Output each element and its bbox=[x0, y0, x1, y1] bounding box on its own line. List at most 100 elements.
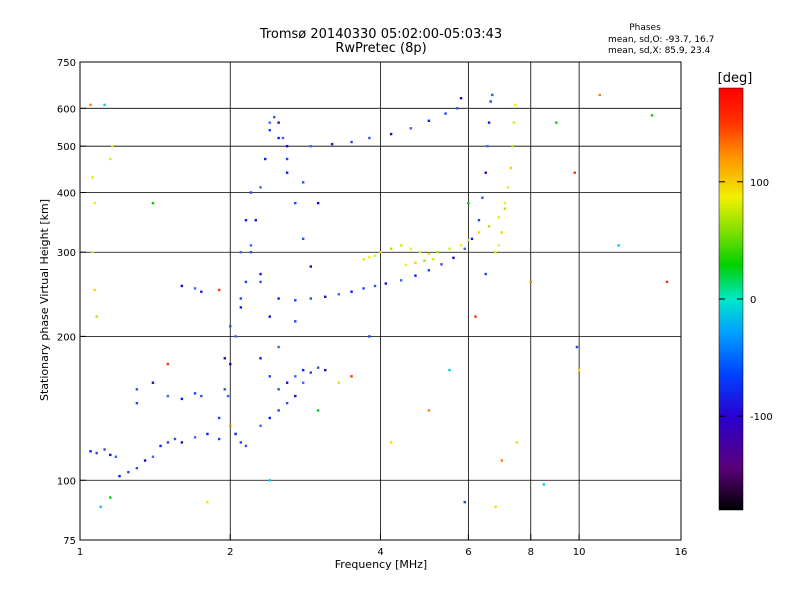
data-point-o bbox=[487, 121, 491, 124]
data-point-o bbox=[399, 279, 403, 282]
data-point-o bbox=[285, 171, 289, 174]
data-point-noise bbox=[206, 500, 209, 504]
y-tick-label: 75 bbox=[63, 536, 76, 547]
data-point-x bbox=[93, 288, 96, 292]
data-point-noise bbox=[103, 103, 106, 107]
data-point-noise bbox=[109, 496, 112, 499]
data-point-noise bbox=[474, 315, 477, 318]
data-point-o bbox=[463, 247, 466, 250]
data-point-o bbox=[159, 444, 162, 448]
data-point-x bbox=[109, 157, 112, 161]
data-point-x bbox=[436, 251, 439, 254]
data-point-x bbox=[487, 225, 491, 228]
data-point-x bbox=[110, 144, 114, 148]
data-point-o bbox=[384, 282, 388, 285]
data-point-o bbox=[118, 474, 121, 478]
data-point-o bbox=[277, 388, 280, 391]
data-point-o bbox=[484, 171, 487, 174]
data-point-o bbox=[337, 293, 341, 296]
data-point-o bbox=[206, 432, 209, 436]
data-point-o bbox=[268, 128, 271, 132]
data-point-o bbox=[217, 437, 221, 441]
data-point-o bbox=[226, 394, 230, 398]
data-point-o bbox=[249, 244, 253, 247]
data-point-x bbox=[409, 247, 412, 250]
data-point-noise bbox=[665, 280, 669, 284]
data-point-o bbox=[135, 388, 139, 391]
data-point-x bbox=[459, 244, 463, 247]
data-point-o bbox=[373, 284, 377, 288]
data-point-noise bbox=[229, 424, 232, 428]
data-point-x bbox=[373, 254, 377, 257]
data-point-o bbox=[491, 93, 494, 97]
data-point-o bbox=[294, 394, 297, 398]
data-point-o bbox=[143, 459, 147, 462]
data-point-o bbox=[273, 115, 276, 119]
data-point-o bbox=[316, 201, 320, 205]
y-tick-label: 200 bbox=[57, 332, 76, 343]
data-point-noise bbox=[463, 500, 466, 504]
data-point-o bbox=[249, 251, 253, 254]
data-point-o bbox=[89, 450, 92, 453]
data-point-o bbox=[277, 297, 280, 300]
data-point-noise bbox=[294, 320, 297, 323]
data-point-noise bbox=[484, 272, 487, 276]
data-point-x bbox=[389, 247, 393, 250]
data-point-o bbox=[477, 219, 481, 222]
data-point-x bbox=[512, 121, 516, 124]
data-point-noise bbox=[151, 201, 155, 205]
data-point-o bbox=[452, 256, 455, 260]
data-point-noise bbox=[99, 505, 102, 509]
data-point-o bbox=[200, 394, 203, 398]
data-point-noise bbox=[494, 505, 497, 509]
chart-title: Tromsø 20140330 05:02:00-05:03:43 bbox=[259, 27, 502, 42]
data-point-o bbox=[277, 345, 280, 349]
data-point-o bbox=[309, 265, 312, 268]
data-point-x bbox=[511, 144, 514, 148]
data-point-noise bbox=[575, 345, 579, 349]
data-point-x bbox=[497, 244, 500, 247]
data-point-o bbox=[301, 237, 305, 241]
x-tick-label: 8 bbox=[528, 547, 534, 558]
colorbar-ticks: 100 0 -100 bbox=[719, 178, 773, 423]
data-point-o bbox=[127, 470, 130, 474]
data-point-x bbox=[503, 201, 507, 205]
data-point-o bbox=[277, 121, 280, 124]
data-point-o bbox=[249, 191, 253, 194]
data-point-o bbox=[151, 381, 155, 384]
data-point-noise bbox=[448, 368, 451, 372]
data-point-o bbox=[264, 157, 267, 161]
data-point-o bbox=[427, 119, 431, 123]
data-point-o bbox=[486, 144, 489, 148]
colorbar-tick-label: 100 bbox=[750, 178, 769, 189]
data-point-o bbox=[239, 251, 243, 254]
data-point-o bbox=[259, 186, 262, 189]
y-tick-label: 300 bbox=[57, 248, 76, 259]
colorbar-tick-label: 0 bbox=[750, 295, 756, 306]
data-point-o bbox=[309, 297, 312, 300]
data-point-o bbox=[180, 397, 184, 401]
data-point-x bbox=[497, 216, 500, 219]
x-tick-label: 16 bbox=[675, 547, 688, 558]
data-point-o bbox=[294, 299, 297, 302]
data-point-o bbox=[254, 219, 257, 222]
data-point-x bbox=[509, 166, 513, 170]
data-point-x bbox=[431, 258, 435, 261]
data-point-noise bbox=[515, 441, 518, 444]
data-point-o bbox=[180, 441, 184, 444]
data-point-o bbox=[456, 107, 459, 110]
data-point-noise bbox=[500, 459, 504, 462]
data-point-o bbox=[234, 432, 237, 436]
data-point-noise bbox=[89, 103, 92, 107]
data-point-x bbox=[95, 315, 98, 318]
data-point-x bbox=[506, 186, 510, 189]
colorbar-tick-label: -100 bbox=[750, 412, 773, 423]
data-point-x bbox=[93, 201, 96, 205]
data-point-o bbox=[294, 201, 297, 205]
data-point-x bbox=[514, 103, 517, 107]
data-point-o bbox=[193, 287, 197, 290]
chart-subtitle: RwPretec (8p) bbox=[335, 41, 426, 56]
data-point-o bbox=[277, 409, 280, 412]
data-point-o bbox=[244, 444, 248, 448]
